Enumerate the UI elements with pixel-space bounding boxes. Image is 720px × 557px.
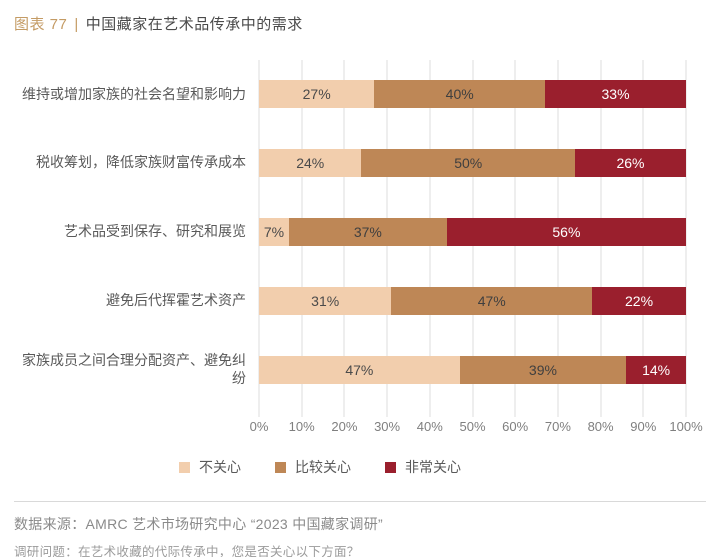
bar-segment: 47% <box>259 355 460 384</box>
legend-item: 比较关心 <box>275 457 351 477</box>
x-tick-label: 90% <box>630 419 657 434</box>
bar-segment: 47% <box>391 286 593 315</box>
footer: 数据来源：AMRC 艺术市场研究中心 “2023 中国藏家调研” 调研问题：在艺… <box>14 501 706 557</box>
title-separator: | <box>74 16 79 33</box>
bar-segment: 26% <box>574 149 686 178</box>
gridline <box>685 60 687 417</box>
category-label: 税收筹划，降低家族财富传承成本 <box>36 154 246 171</box>
x-tick-label: 30% <box>374 419 401 434</box>
legend-label: 非常关心 <box>405 459 461 475</box>
x-tick-label: 70% <box>544 419 571 434</box>
category-label: 维持或增加家族的社会名望和影响力 <box>22 85 246 102</box>
footer-divider <box>14 501 706 502</box>
legend-label: 比较关心 <box>295 459 351 475</box>
x-tick-label: 60% <box>502 419 529 434</box>
legend-item: 非常关心 <box>385 457 461 477</box>
bar-track: 27% 40% 33% <box>259 80 686 109</box>
bar-row: 艺术品受到保存、研究和展览 7% 37% 56% <box>14 198 686 267</box>
bar-segment: 40% <box>374 80 546 109</box>
x-tick-label: 20% <box>331 419 358 434</box>
bar-rows: 维持或增加家族的社会名望和影响力 27% 40% 33% 税收筹划，降低家族财富传承成本… <box>14 60 686 404</box>
bar-segment: 50% <box>361 149 575 178</box>
category-label: 家族成员之间合理分配资产、避免纠纷 <box>22 352 246 386</box>
bar-segment: 37% <box>288 217 447 246</box>
bar-track: 31% 47% 22% <box>259 286 686 315</box>
bar-segment: 31% <box>259 286 392 315</box>
data-source-note: 数据来源：AMRC 艺术市场研究中心 “2023 中国藏家调研” <box>14 516 383 532</box>
bar-segment: 24% <box>259 149 362 178</box>
bar-track: 24% 50% 26% <box>259 149 686 178</box>
bar-segment: 39% <box>459 355 627 384</box>
legend-label: 不关心 <box>199 459 241 475</box>
bar-segment: 33% <box>545 80 686 109</box>
x-tick-label: 40% <box>416 419 443 434</box>
legend: 不关心 比较关心 非常关心 <box>14 457 626 477</box>
x-tick-label: 10% <box>288 419 315 434</box>
bar-segment: 22% <box>592 286 686 315</box>
stacked-bar-chart: 维持或增加家族的社会名望和影响力 27% 40% 33% 税收筹划，降低家族财富传承成本… <box>14 60 703 477</box>
bar-row: 税收筹划，降低家族财富传承成本 24% 50% 26% <box>14 129 686 198</box>
x-tick-label: 50% <box>459 419 486 434</box>
legend-swatch-icon <box>275 461 286 473</box>
category-label: 避免后代挥霍艺术资产 <box>106 292 246 309</box>
x-tick-label: 0% <box>249 419 269 434</box>
legend-swatch-icon <box>179 461 190 473</box>
page-title: 图表 77 | 中国藏家在艺术品传承中的需求 <box>0 0 720 34</box>
bar-segment: 56% <box>446 217 686 246</box>
bar-segment: 27% <box>259 80 375 109</box>
category-label: 艺术品受到保存、研究和展览 <box>64 223 246 240</box>
bar-row: 家族成员之间合理分配资产、避免纠纷 47% 39% 14% <box>14 335 686 404</box>
bar-segment: 7% <box>259 217 289 246</box>
legend-item: 不关心 <box>179 457 241 477</box>
bar-track: 47% 39% 14% <box>259 355 686 384</box>
figure-title: 中国藏家在艺术品传承中的需求 <box>85 16 303 33</box>
x-axis: 0% 10% 20% 30% 40% 50% 60% 70% 80% 90% 100% <box>250 419 703 437</box>
bar-row: 避免后代挥霍艺术资产 31% 47% 22% <box>14 266 686 335</box>
x-tick-label: 100% <box>669 419 703 434</box>
bar-track: 7% 37% 56% <box>259 217 686 246</box>
x-tick-label: 80% <box>587 419 614 434</box>
survey-question-note: 调研问题：在艺术收藏的代际传承中，您是否关心以下方面？ <box>14 545 360 557</box>
legend-swatch-icon <box>385 461 396 473</box>
bar-segment: 14% <box>626 355 686 384</box>
plot-area: 维持或增加家族的社会名望和影响力 27% 40% 33% 税收筹划，降低家族财富传承成本… <box>14 60 687 417</box>
bar-row: 维持或增加家族的社会名望和影响力 27% 40% 33% <box>14 60 686 129</box>
figure-number: 图表 77 <box>14 16 68 33</box>
